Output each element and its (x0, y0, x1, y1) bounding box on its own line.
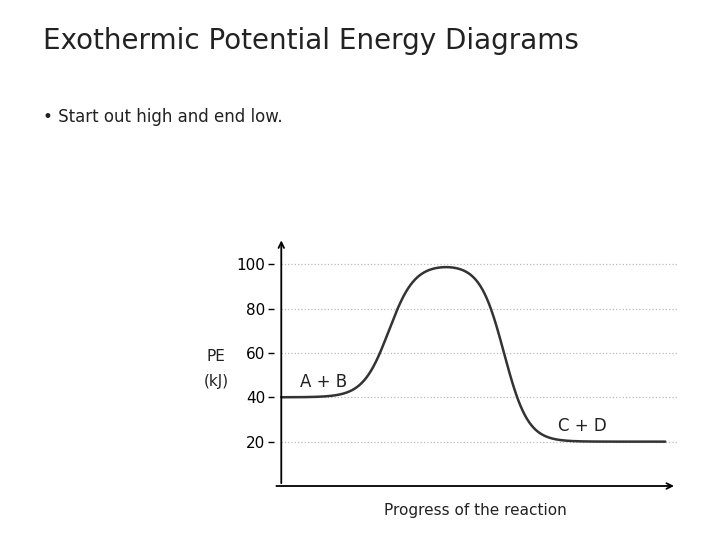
Text: Exothermic Potential Energy Diagrams: Exothermic Potential Energy Diagrams (43, 27, 579, 55)
Text: A + B: A + B (300, 373, 348, 390)
Text: • Start out high and end low.: • Start out high and end low. (43, 108, 283, 126)
Text: (kJ): (kJ) (204, 374, 228, 389)
Text: C + D: C + D (558, 417, 606, 435)
Text: PE: PE (207, 349, 225, 364)
Text: Progress of the reaction: Progress of the reaction (384, 503, 567, 518)
